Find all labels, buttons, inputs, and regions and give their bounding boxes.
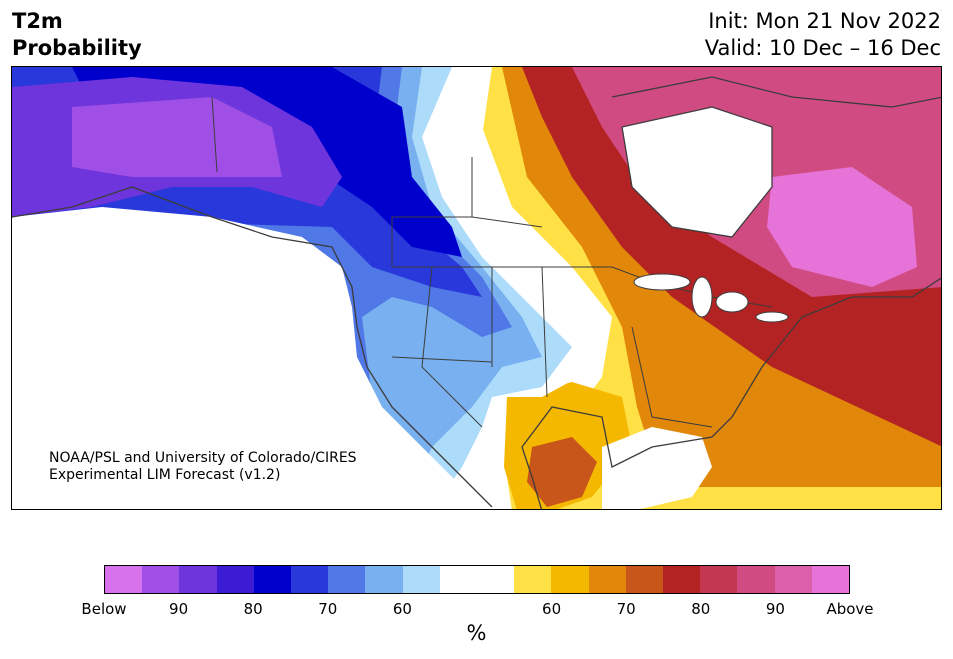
colorbar-tick-label: 80 — [243, 600, 263, 618]
colorbar-swatch — [811, 566, 850, 593]
colorbar-swatch — [625, 566, 664, 593]
colorbar-tick-label: 90 — [765, 600, 785, 618]
colorbar-swatch — [402, 566, 440, 593]
colorbar-swatch — [253, 566, 292, 593]
colorbar-tick-label: Below — [81, 600, 127, 618]
colorbar-swatch — [365, 566, 403, 593]
colorbar-swatch — [105, 566, 143, 593]
forecast-dates: Init: Mon 21 Nov 2022 Valid: 10 Dec – 16… — [705, 8, 941, 62]
chart-title: T2m Probability — [12, 8, 142, 62]
near-normal-band — [392, 67, 607, 397]
country-borders — [211, 96, 773, 428]
colorbar-tick-label: 70 — [616, 600, 636, 618]
colorbar-unit: % — [466, 621, 487, 645]
credit-line-1: NOAA/PSL and University of Colorado/CIRE… — [49, 450, 357, 466]
colorbar-swatch — [216, 566, 254, 593]
colorbar-tick-label: 80 — [691, 600, 711, 618]
colorbar-swatch — [700, 566, 738, 593]
colorbar-tick-label: 60 — [392, 600, 412, 618]
coastlines — [12, 76, 941, 509]
init-date: Init: Mon 21 Nov 2022 — [708, 9, 941, 33]
south-warm-core — [527, 437, 597, 507]
colorbar-swatch — [588, 566, 626, 593]
great-lakes — [633, 273, 789, 323]
pacific-ocean — [12, 207, 490, 509]
gulf-of-mexico — [602, 427, 712, 509]
colorbar-swatch — [663, 566, 701, 593]
colorbar-swatch — [328, 566, 366, 593]
hudson-bay — [622, 107, 772, 237]
title-line-1: T2m — [12, 9, 63, 33]
credit-text: NOAA/PSL and University of Colorado/CIRE… — [49, 450, 357, 484]
colorbar-tick-label: Above — [826, 600, 874, 618]
colorbar-swatch — [291, 566, 329, 593]
credit-line-2: Experimental LIM Forecast (v1.2) — [49, 467, 281, 483]
colorbar-tick-label: 60 — [542, 600, 562, 618]
colorbar-ticks: Below 90 80 70 60 60 70 80 90 Above — [0, 600, 953, 620]
map-canvas — [12, 67, 941, 509]
above-max-region — [767, 167, 917, 287]
colorbar-swatch — [477, 566, 515, 593]
colorbar-swatch — [142, 566, 180, 593]
colorbar-tick-label: 70 — [318, 600, 338, 618]
colorbar-swatch — [774, 566, 812, 593]
colorbar-swatch — [439, 566, 478, 593]
probability-map — [11, 66, 942, 510]
colorbar-swatch — [551, 566, 589, 593]
colorbar-swatch — [514, 566, 552, 593]
below-max-region — [72, 97, 282, 177]
colorbar-swatch — [737, 566, 775, 593]
valid-range: Valid: 10 Dec – 16 Dec — [704, 36, 941, 60]
colorbar-swatch — [179, 566, 217, 593]
colorbar-tick-label: 90 — [169, 600, 189, 618]
title-line-2: Probability — [12, 36, 142, 60]
colorbar — [104, 565, 850, 594]
